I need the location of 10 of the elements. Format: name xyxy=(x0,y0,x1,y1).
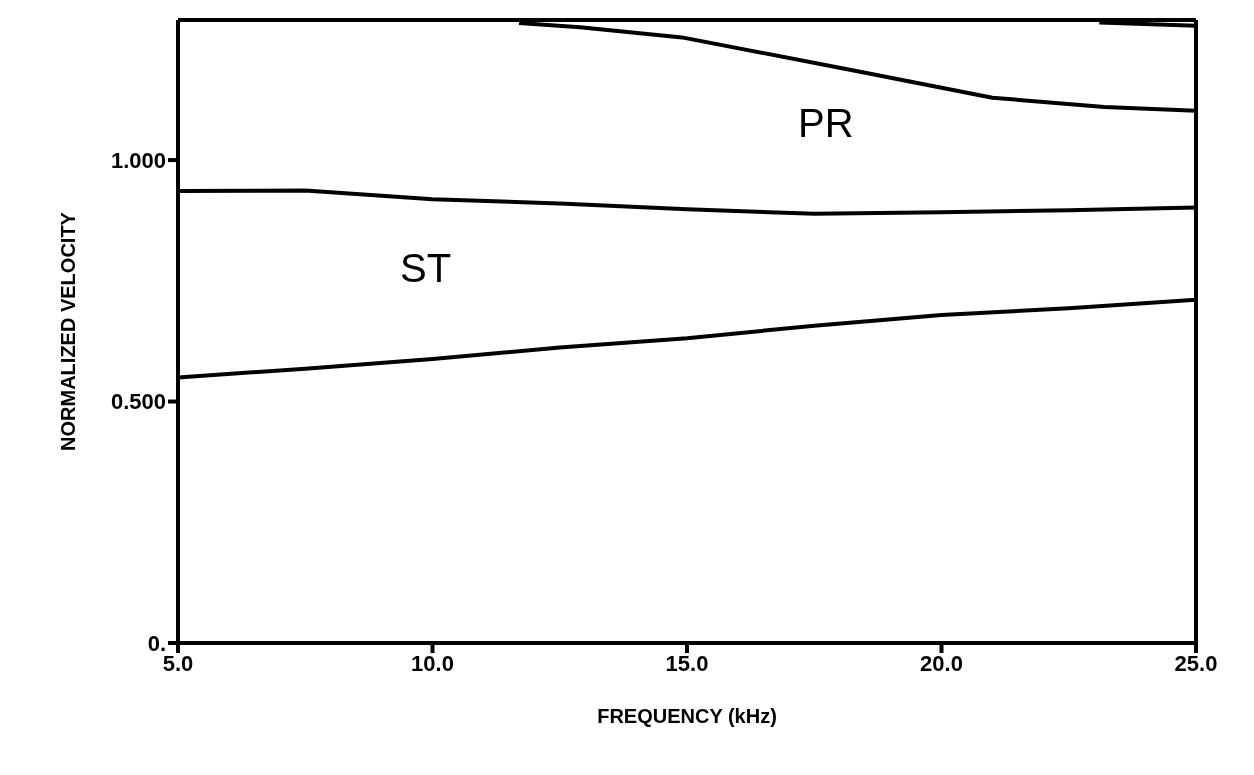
annotation: PR xyxy=(798,101,854,145)
y-tick-label: 1.000 xyxy=(110,147,166,173)
x-tick-label: 25.0 xyxy=(1174,650,1218,676)
x-tick-label: 15.0 xyxy=(665,650,709,676)
x-tick-label: 10.0 xyxy=(411,650,454,676)
y-tick-label: 0.500 xyxy=(110,389,166,415)
x-tick-label: 20.0 xyxy=(920,650,963,676)
y-axis-title: NORMALIZED VELOCITY xyxy=(57,211,80,451)
annotation: ST xyxy=(400,246,452,290)
x-axis-title: FREQUENCY (kHz) xyxy=(597,705,777,727)
